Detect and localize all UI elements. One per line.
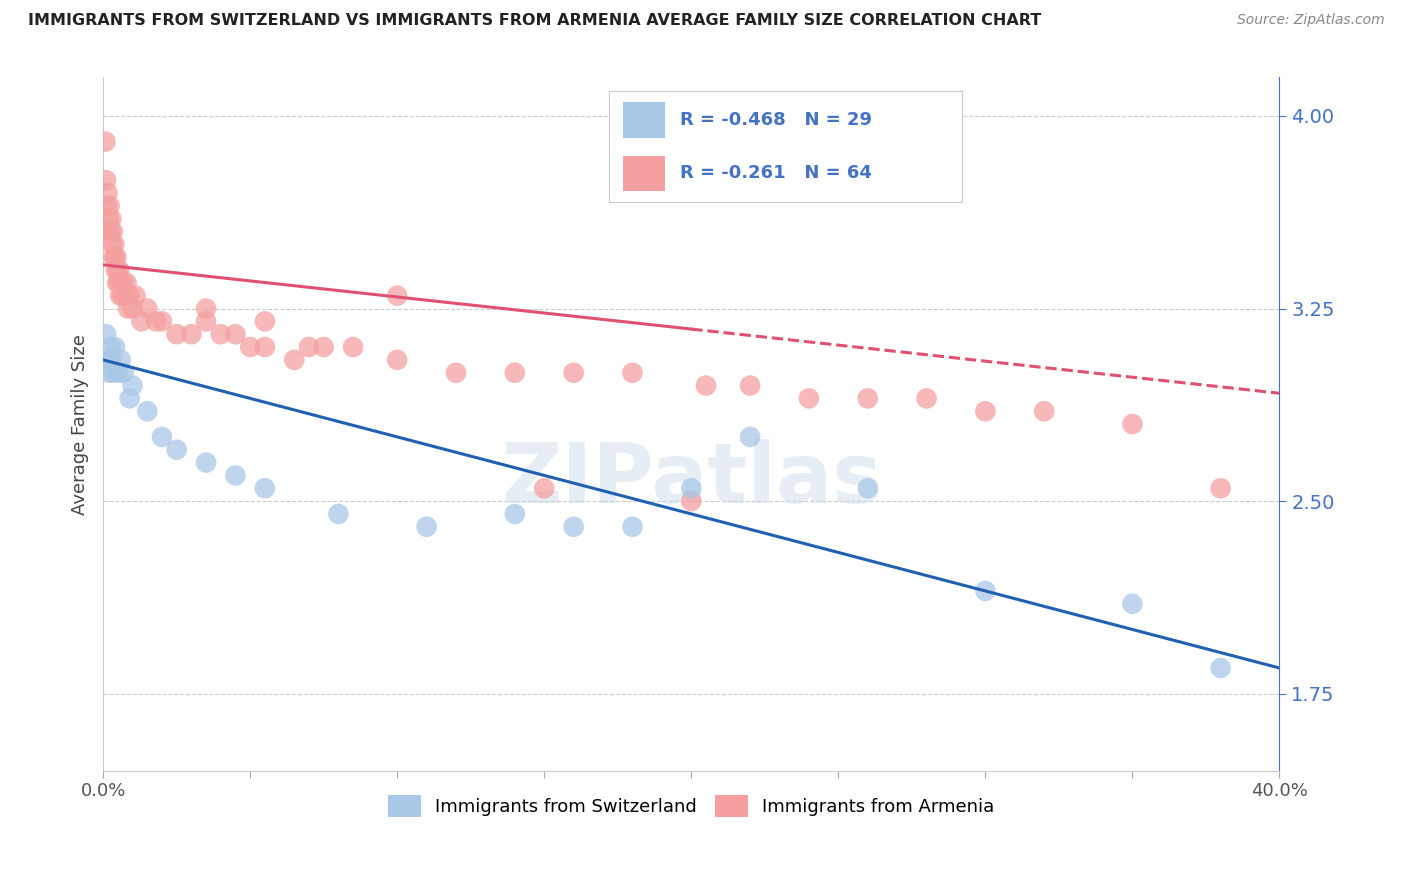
Point (108, 288, 131, 302)
Point (387, 352, 409, 367)
Point (503, 366, 526, 380)
Point (104, 340, 127, 354)
Point (681, 494, 703, 508)
Point (98, 199, 121, 213)
Point (110, 352, 132, 367)
Point (98, 225, 121, 239)
Point (103, 237, 125, 252)
Point (915, 392, 938, 406)
Point (856, 481, 879, 495)
Point (131, 314, 153, 328)
Point (94, 173, 117, 187)
Point (180, 327, 202, 342)
Point (195, 301, 218, 316)
Point (96, 352, 118, 367)
Point (117, 301, 139, 316)
Y-axis label: Average Family Size: Average Family Size (72, 334, 89, 515)
Text: ZIPatlas: ZIPatlas (501, 439, 882, 520)
Point (150, 314, 173, 328)
Point (856, 392, 879, 406)
Point (328, 507, 350, 521)
Point (103, 250, 125, 264)
Point (562, 520, 585, 534)
Point (695, 378, 717, 392)
Text: Source: ZipAtlas.com: Source: ZipAtlas.com (1237, 13, 1385, 28)
Point (94, 135, 117, 149)
Point (136, 404, 159, 418)
Point (621, 520, 644, 534)
Point (298, 340, 321, 354)
Point (145, 314, 167, 328)
Point (100, 225, 122, 239)
Point (239, 340, 262, 354)
Point (195, 314, 218, 328)
Point (112, 366, 135, 380)
Point (104, 250, 127, 264)
Point (107, 366, 129, 380)
Point (111, 288, 134, 302)
Point (105, 250, 128, 264)
Point (98, 366, 121, 380)
Point (621, 366, 644, 380)
Point (1209, 481, 1232, 495)
Point (101, 237, 124, 252)
Point (253, 340, 276, 354)
Point (740, 378, 762, 392)
Point (121, 378, 143, 392)
Point (974, 584, 997, 599)
Point (342, 340, 364, 354)
Point (100, 340, 122, 354)
Point (283, 352, 305, 367)
Point (96, 199, 118, 213)
Point (118, 288, 141, 302)
Point (253, 481, 276, 495)
Point (1209, 661, 1232, 675)
Point (797, 392, 820, 406)
Point (681, 481, 703, 495)
Text: IMMIGRANTS FROM SWITZERLAND VS IMMIGRANTS FROM ARMENIA AVERAGE FAMILY SIZE CORRE: IMMIGRANTS FROM SWITZERLAND VS IMMIGRANT… (28, 13, 1042, 29)
Point (503, 507, 526, 521)
Point (974, 404, 997, 418)
Point (209, 327, 232, 342)
Point (100, 211, 122, 226)
Point (107, 263, 129, 277)
Point (312, 340, 335, 354)
Point (104, 263, 127, 277)
Point (97, 211, 120, 226)
Point (121, 301, 143, 316)
Point (136, 301, 159, 316)
Point (740, 430, 762, 444)
Point (96, 186, 118, 200)
Point (166, 327, 188, 342)
Point (108, 263, 131, 277)
Point (115, 276, 138, 290)
Point (1033, 404, 1056, 418)
Point (124, 288, 146, 302)
Point (105, 276, 128, 290)
Point (1121, 417, 1143, 431)
Point (107, 276, 129, 290)
Point (444, 366, 467, 380)
Point (112, 276, 135, 290)
Point (114, 288, 136, 302)
Point (94, 327, 117, 342)
Legend: Immigrants from Switzerland, Immigrants from Armenia: Immigrants from Switzerland, Immigrants … (381, 788, 1001, 824)
Point (150, 430, 173, 444)
Point (224, 468, 246, 483)
Point (1121, 597, 1143, 611)
Point (415, 520, 437, 534)
Point (118, 392, 141, 406)
Point (224, 327, 246, 342)
Point (103, 366, 125, 380)
Point (101, 225, 124, 239)
Point (166, 442, 188, 457)
Point (533, 481, 555, 495)
Point (387, 288, 409, 302)
Point (110, 276, 132, 290)
Point (562, 366, 585, 380)
Point (253, 314, 276, 328)
Point (195, 456, 218, 470)
Point (101, 352, 124, 367)
